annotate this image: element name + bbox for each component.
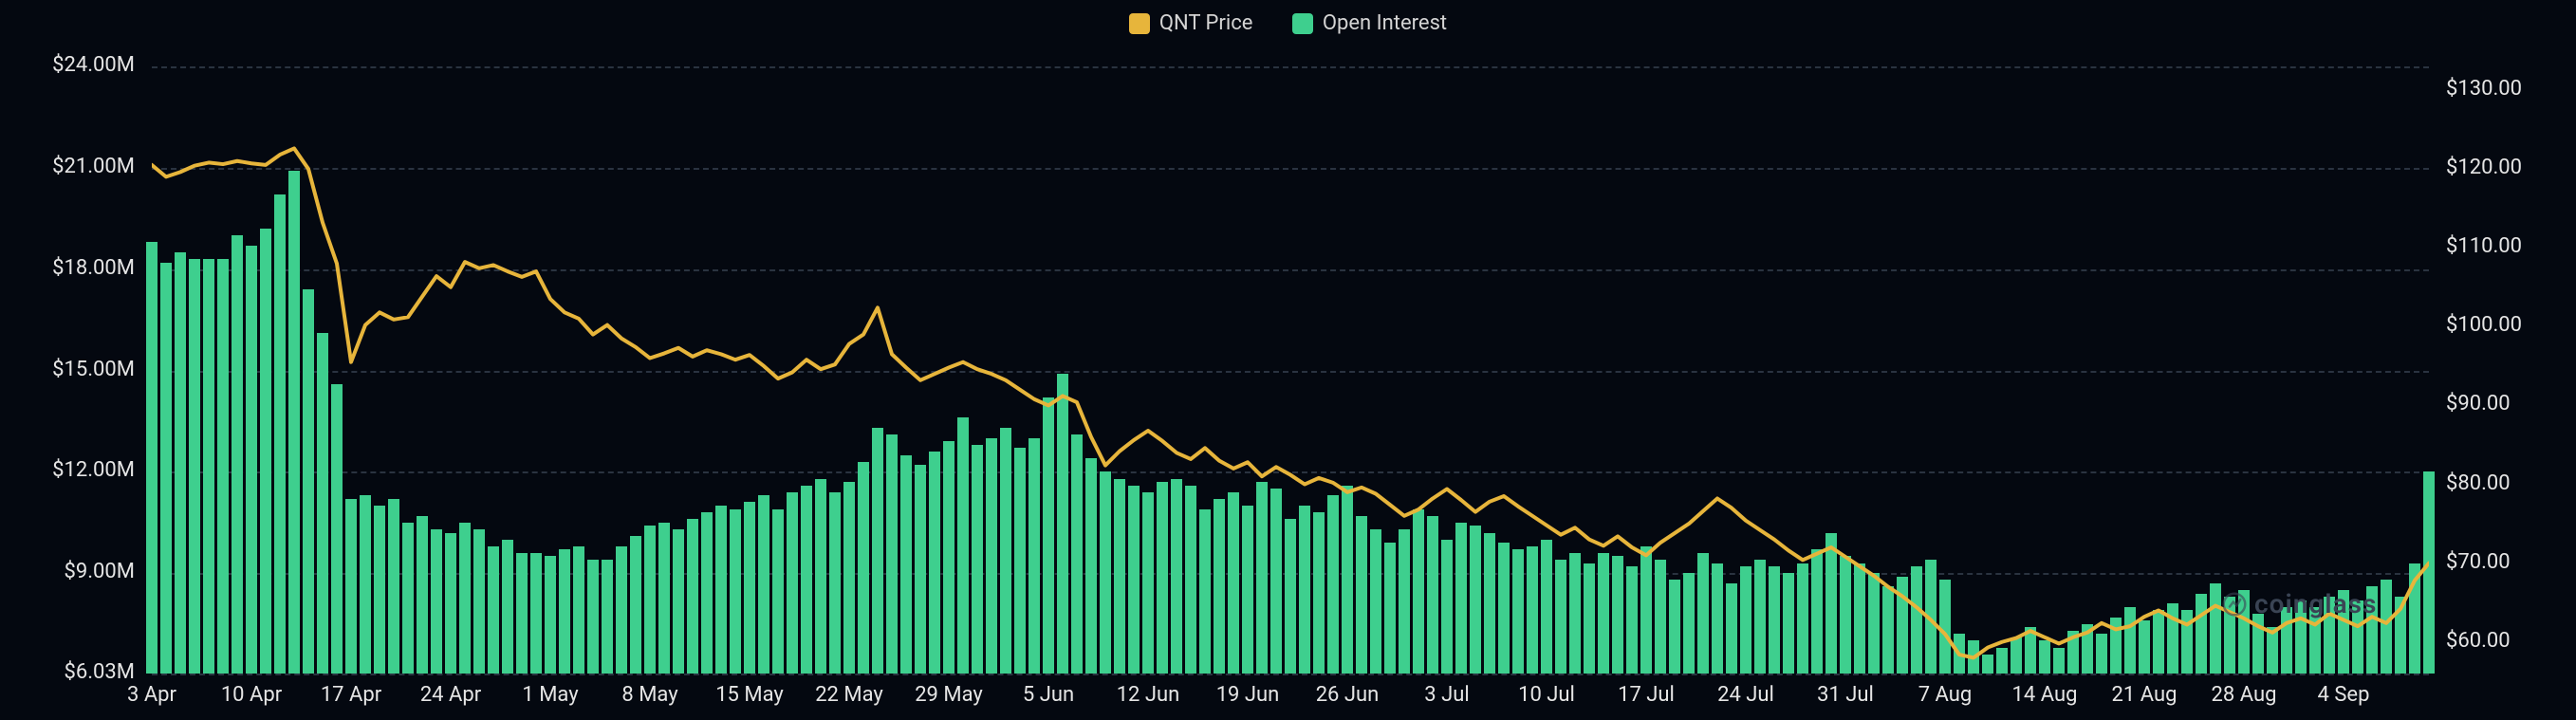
x-tick-label: 17 Apr bbox=[321, 683, 381, 707]
x-tick-label: 24 Jul bbox=[1717, 683, 1774, 707]
x-tick-label: 12 Jun bbox=[1117, 683, 1180, 707]
legend-label-oi: Open Interest bbox=[1323, 11, 1447, 35]
x-tick-label: 21 Aug bbox=[2112, 683, 2178, 707]
x-tick-label: 8 May bbox=[621, 683, 677, 707]
legend-label-price: QNT Price bbox=[1159, 11, 1253, 35]
x-tick-label: 10 Jul bbox=[1518, 683, 1575, 707]
y-right-tick-label: $90.00 bbox=[2446, 392, 2511, 415]
x-tick-label: 4 Sep bbox=[2318, 683, 2370, 707]
legend-item-price: QNT Price bbox=[1129, 11, 1253, 35]
watermark: coinglass bbox=[2220, 588, 2377, 619]
plot-area: $6.03M$9.00M$12.00M$15.00M$18.00M$21.00M… bbox=[152, 66, 2429, 674]
y-left-tick-label: $21.00M bbox=[52, 155, 135, 178]
x-tick-label: 1 May bbox=[522, 683, 578, 707]
x-tick-label: 22 May bbox=[815, 683, 883, 707]
x-tick-label: 5 Jun bbox=[1023, 683, 1074, 707]
y-left-tick-label: $15.00M bbox=[52, 358, 135, 381]
gridline bbox=[152, 674, 2429, 675]
x-tick-label: 19 Jun bbox=[1216, 683, 1280, 707]
x-tick-label: 24 Apr bbox=[420, 683, 481, 707]
x-tick-label: 3 Jul bbox=[1424, 683, 1469, 707]
x-tick-label: 26 Jun bbox=[1316, 683, 1380, 707]
x-tick-label: 31 Jul bbox=[1817, 683, 1874, 707]
chart-legend: QNT Price Open Interest bbox=[0, 11, 2576, 40]
y-right-tick-label: $80.00 bbox=[2446, 471, 2511, 495]
x-tick-label: 14 Aug bbox=[2012, 683, 2078, 707]
x-tick-label: 29 May bbox=[915, 683, 983, 707]
x-tick-label: 15 May bbox=[715, 683, 784, 707]
watermark-icon bbox=[2220, 590, 2249, 618]
y-right-tick-label: $60.00 bbox=[2446, 629, 2511, 653]
legend-swatch-price bbox=[1129, 13, 1150, 34]
chart-container: { "legend": { "series1": {"label": "QNT … bbox=[0, 0, 2576, 720]
y-right-tick-label: $110.00 bbox=[2446, 234, 2522, 258]
y-left-tick-label: $24.00M bbox=[52, 53, 135, 77]
x-tick-label: 28 Aug bbox=[2212, 683, 2277, 707]
price-line-layer bbox=[152, 66, 2429, 674]
y-left-tick-label: $6.03M bbox=[65, 660, 135, 684]
y-right-tick-label: $120.00 bbox=[2446, 156, 2522, 179]
y-right-tick-label: $70.00 bbox=[2446, 550, 2511, 574]
y-left-tick-label: $9.00M bbox=[65, 560, 135, 583]
x-tick-label: 17 Jul bbox=[1618, 683, 1675, 707]
y-right-tick-label: $130.00 bbox=[2446, 77, 2522, 101]
legend-item-oi: Open Interest bbox=[1292, 11, 1447, 35]
y-left-tick-label: $18.00M bbox=[52, 256, 135, 280]
legend-swatch-oi bbox=[1292, 13, 1313, 34]
y-right-tick-label: $100.00 bbox=[2446, 313, 2522, 337]
x-tick-label: 10 Apr bbox=[221, 683, 282, 707]
price-line bbox=[152, 148, 2429, 657]
x-tick-label: 3 Apr bbox=[127, 683, 176, 707]
watermark-text: coinglass bbox=[2254, 588, 2377, 619]
x-tick-label: 7 Aug bbox=[1918, 683, 1973, 707]
y-left-tick-label: $12.00M bbox=[52, 458, 135, 482]
